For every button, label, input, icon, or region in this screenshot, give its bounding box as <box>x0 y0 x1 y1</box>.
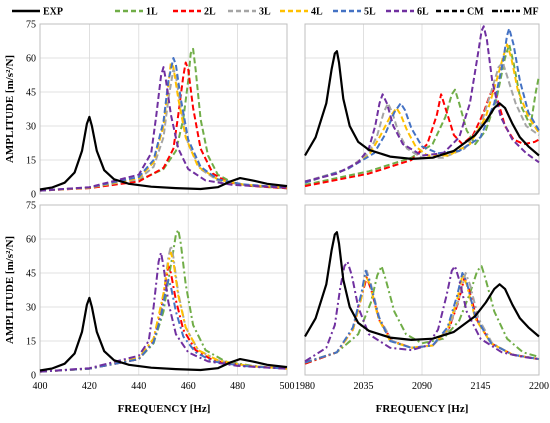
series-line-top-right-1L <box>304 43 540 186</box>
series-line-bottom-right-5L <box>304 269 540 364</box>
series-line-top-right-2L <box>304 88 540 188</box>
legend-label-4L: 4L <box>311 7 323 18</box>
series-line-bottom-left-1L <box>39 228 288 373</box>
legend-label-CM: CM <box>467 7 484 18</box>
panel-frame-top-left <box>39 23 288 195</box>
legend-label-1L: 1L <box>146 7 158 18</box>
panel-frame-top-right <box>304 23 540 195</box>
y-tick-label: 0 <box>31 371 36 382</box>
x-tick-label: 500 <box>280 381 295 392</box>
x-tick-label: 420 <box>82 381 97 392</box>
x-tick-label: 1980 <box>295 381 315 392</box>
x-tick-label: 440 <box>131 381 146 392</box>
series-line-bottom-left-2L <box>39 265 288 373</box>
x-axis-title-right: FREQUENCY [Hz] <box>376 403 469 415</box>
panel-frame-bottom-left <box>39 204 288 376</box>
y-tick-label: 30 <box>26 122 36 133</box>
x-tick-label: 460 <box>181 381 196 392</box>
legend-label-MF: MF <box>523 7 539 18</box>
series-line-bottom-left-EXP <box>39 296 288 372</box>
x-tick-label: 2035 <box>354 381 374 392</box>
series-line-bottom-left-6L <box>39 251 288 373</box>
y-tick-label: 0 <box>31 190 36 201</box>
series-line-top-left-EXP <box>39 115 288 191</box>
y-tick-label: 45 <box>26 88 36 99</box>
x-tick-label: 400 <box>33 381 48 392</box>
y-tick-label: 45 <box>26 269 36 280</box>
x-tick-label: 2200 <box>529 381 549 392</box>
series-line-bottom-left-4L <box>39 251 288 373</box>
legend-label-5L: 5L <box>364 7 376 18</box>
y-tick-label: 15 <box>26 337 36 348</box>
y-axis-title-bottom: AMPLITUDE [m/s²/N] <box>4 236 16 344</box>
y-tick-label: 30 <box>26 303 36 314</box>
series-line-top-left-3L <box>39 68 288 192</box>
legend-label-6L: 6L <box>417 7 429 18</box>
y-tick-label: 75 <box>26 20 36 31</box>
x-axis-title-left: FREQUENCY [Hz] <box>118 403 211 415</box>
series-line-bottom-right-EXP <box>304 231 540 341</box>
series-line-top-left-6L <box>39 66 288 192</box>
x-tick-label: 2090 <box>412 381 432 392</box>
legend-label-3L: 3L <box>259 7 271 18</box>
y-tick-label: 60 <box>26 235 36 246</box>
x-tick-label: 2145 <box>471 381 491 392</box>
legend-label-EXP: EXP <box>43 7 63 18</box>
series-line-bottom-left-5L <box>39 278 288 373</box>
y-axis-title-top: AMPLITUDE [m/s²/N] <box>4 55 16 163</box>
y-tick-label: 15 <box>26 156 36 167</box>
series-line-bottom-right-1L <box>304 265 540 365</box>
y-tick-label: 60 <box>26 54 36 65</box>
x-tick-label: 480 <box>230 381 245 392</box>
series-line-top-left-5L <box>39 57 288 192</box>
series-line-bottom-left-3L <box>39 244 288 373</box>
series-line-top-right-EXP <box>304 50 540 160</box>
y-tick-label: 75 <box>26 201 36 212</box>
panel-frame-bottom-right <box>304 204 540 376</box>
legend-label-2L: 2L <box>204 7 216 18</box>
series-line-top-left-4L <box>39 61 288 192</box>
series-line-bottom-right-6L <box>304 260 540 363</box>
